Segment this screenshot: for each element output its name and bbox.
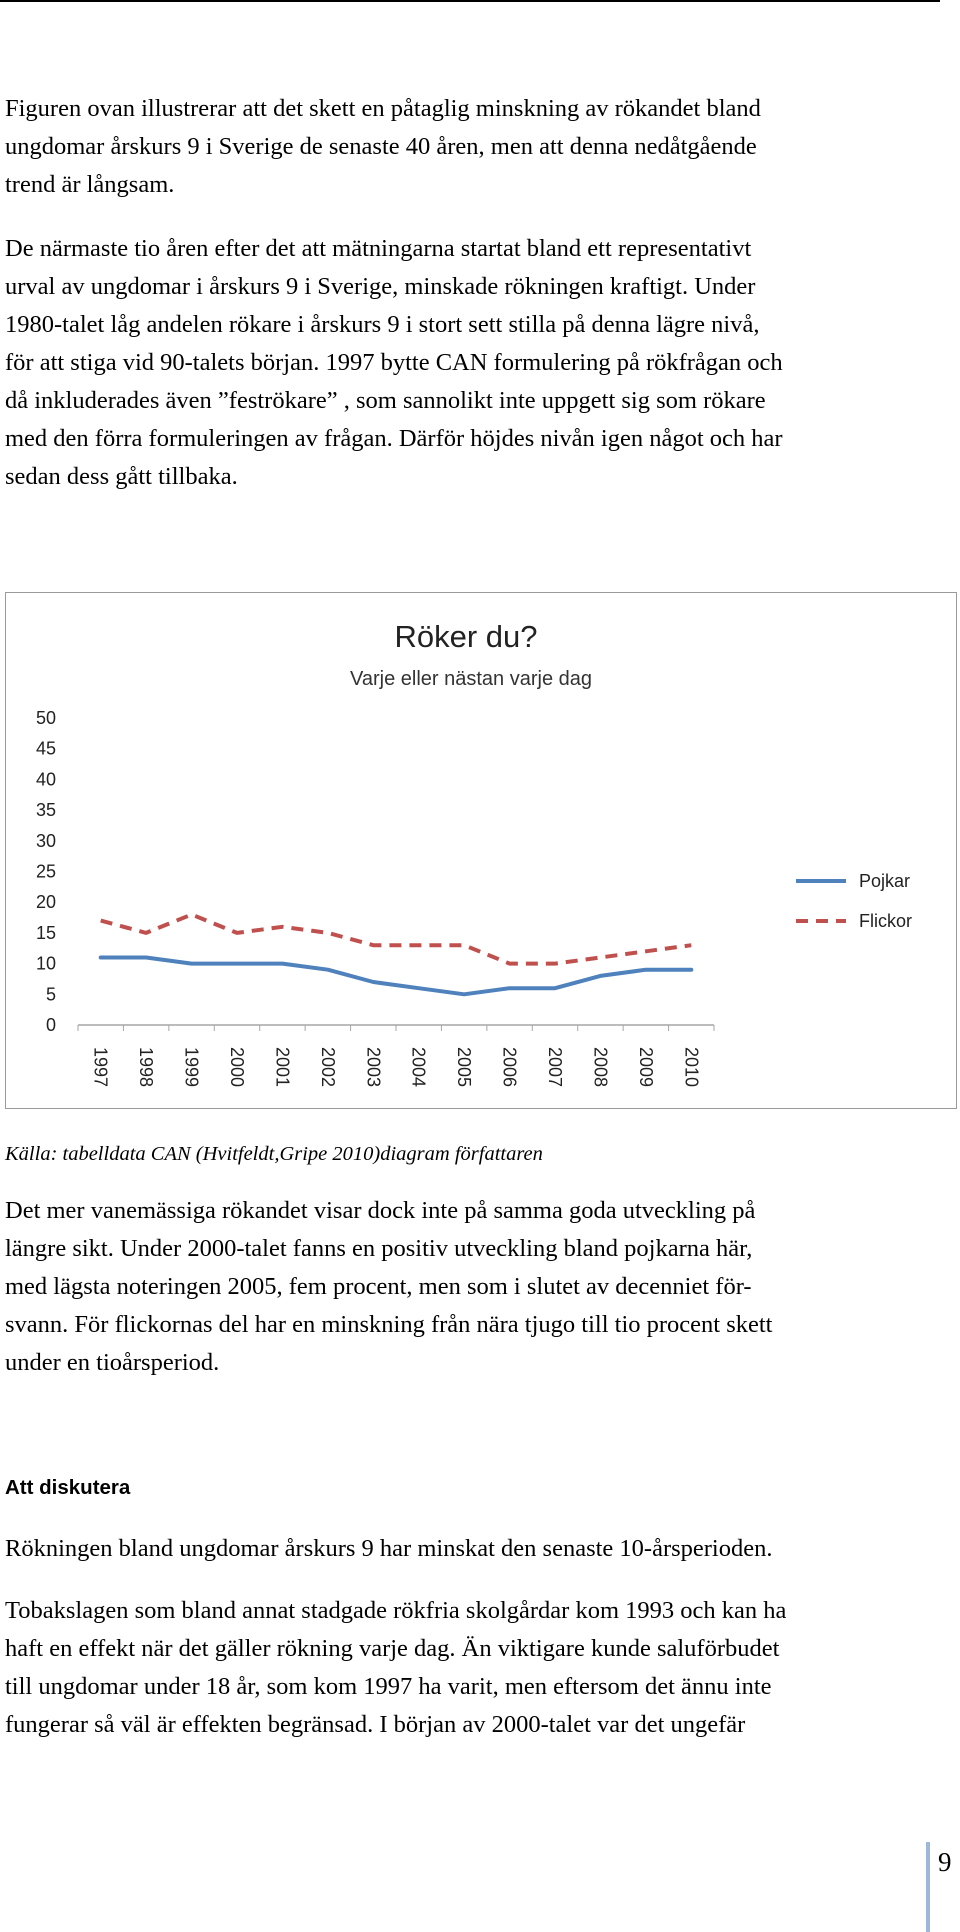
x-tick-label: 2006 [500,1047,520,1087]
legend-label-pojkar: Pojkar [859,871,910,891]
legend-label-flickor: Flickor [859,911,912,931]
y-tick-label: 25 [36,862,56,882]
page-number: 9 [938,1847,952,1877]
text-line: ungdomar årskurs 9 i Sverige de senaste … [5,133,757,160]
x-tick-label: 1998 [136,1047,156,1087]
text-line: urval av ungdomar i årskurs 9 i Sverige,… [5,273,756,300]
y-tick-label: 50 [36,708,56,728]
text-line: till ungdomar under 18 år, som kom 1997 … [5,1673,772,1700]
text-line: fungerar så väl är effekten begränsad. I… [5,1711,746,1738]
chart-legend: Pojkar Flickor [796,871,912,931]
x-axis: 1997 1998 1999 2000 2001 2002 2003 2004 2005 2006… [77,1024,715,1087]
text-line: Tobakslagen som bland annat stadgade rök… [5,1597,787,1624]
y-axis: 0 5 10 15 20 25 30 35 40 45 50 [36,708,56,1035]
y-tick-label: 10 [36,954,56,974]
x-tick-label: 2002 [318,1047,338,1087]
chart-title: Röker du? [394,619,537,654]
paragraph-history: De närmaste tio åren efter det att mätni… [5,230,940,496]
y-tick-label: 30 [36,831,56,851]
figure-caption: Källa: tabelldata CAN (Hvitfeldt,Gripe 2… [5,1143,543,1165]
chart-series [98,912,694,997]
paragraph-intro: Figuren ovan illustrerar att det skett e… [5,90,940,204]
text-line: svann. För flickornas del har en minskni… [5,1311,773,1338]
x-tick-label: 2008 [590,1047,610,1087]
text-line: sedan dess gått tillbaka. [5,463,238,490]
section-heading: Att diskutera [5,1476,131,1499]
paragraph-habitual-smoking: Det mer vanemässiga rökandet visar dock … [5,1192,940,1382]
x-tick-label: 1999 [182,1047,202,1087]
y-tick-label: 0 [46,1015,56,1035]
x-tick-label: 2004 [409,1047,429,1087]
x-tick-label: 2007 [545,1047,565,1087]
top-rule [0,0,940,2]
x-tick-label: 2009 [636,1047,656,1087]
smoking-chart: Röker du? Varje eller nästan varje dag 0… [5,592,957,1109]
x-tick-label: 1997 [91,1047,111,1087]
y-tick-label: 20 [36,892,56,912]
text-line: Rökningen bland ungdomar årskurs 9 har m… [5,1535,773,1562]
text-line: längre sikt. Under 2000-talet fanns en p… [5,1235,753,1262]
x-tick-label: 2005 [454,1047,474,1087]
text-line: då inkluderades även ”feströkare” , som … [5,387,766,414]
text-line: Det mer vanemässiga rökandet visar dock … [5,1197,756,1224]
y-tick-label: 15 [36,923,56,943]
series-line-pojkar [98,955,694,997]
text-line: för att stiga vid 90-talets början. 1997… [5,349,783,376]
x-tick-label: 2010 [681,1047,701,1087]
y-tick-label: 35 [36,800,56,820]
text-line: haft en effekt när det gäller rökning va… [5,1635,780,1662]
y-tick-label: 40 [36,769,56,789]
paragraph-tobacco-law: Tobakslagen som bland annat stadgade rök… [5,1592,940,1744]
chart-subtitle: Varje eller nästan varje dag [350,668,592,690]
text-line: 1980-talet låg andelen rökare i årskurs … [5,311,760,338]
x-tick-label: 2000 [227,1047,247,1087]
y-tick-label: 45 [36,739,56,759]
text-line: under en tioårsperiod. [5,1349,220,1376]
text-line: med den förra formuleringen av frågan. D… [5,425,783,452]
text-line: med lägsta noteringen 2005, fem procent,… [5,1273,752,1300]
y-tick-label: 5 [46,984,56,1004]
chart-canvas: Röker du? Varje eller nästan varje dag 0… [36,619,912,1087]
series-line-flickor [100,912,692,966]
text-line: Figuren ovan illustrerar att det skett e… [5,95,761,122]
page-number-bar [926,1842,930,1932]
x-tick-label: 2003 [363,1047,383,1087]
text-line: trend är långsam. [5,171,175,198]
paragraph-decline: Rökningen bland ungdomar årskurs 9 har m… [5,1530,940,1568]
text-line: De närmaste tio åren efter det att mätni… [5,235,752,262]
x-tick-label: 2001 [272,1047,292,1087]
